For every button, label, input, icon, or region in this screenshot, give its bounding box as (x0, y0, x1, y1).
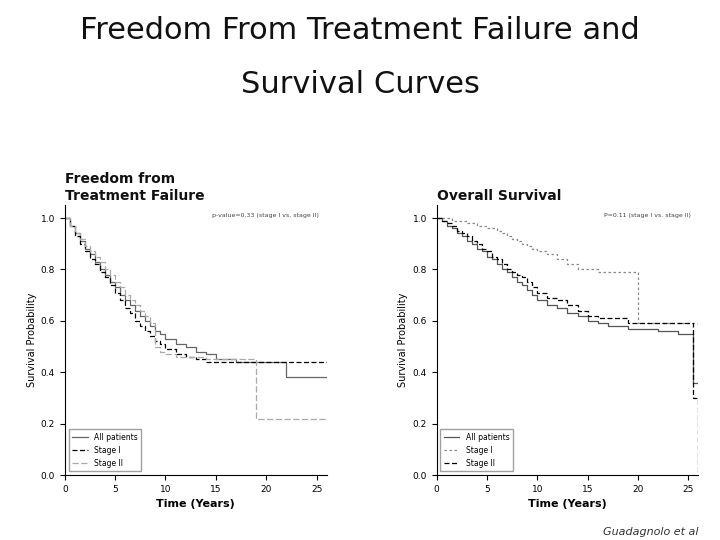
Legend: All patients, Stage I, Stage II: All patients, Stage I, Stage II (441, 429, 513, 471)
Text: Overall Survival: Overall Survival (436, 188, 561, 202)
Text: Guadagnolo et al: Guadagnolo et al (603, 527, 698, 537)
Text: p-value=0.33 (stage I vs. stage II): p-value=0.33 (stage I vs. stage II) (212, 213, 319, 218)
Text: Freedom From Treatment Failure and: Freedom From Treatment Failure and (80, 16, 640, 45)
Text: P=0.11 (stage I vs. stage II): P=0.11 (stage I vs. stage II) (603, 213, 690, 218)
Text: Survival Curves: Survival Curves (240, 70, 480, 99)
Y-axis label: Survival Probability: Survival Probability (27, 293, 37, 387)
Text: Freedom from
Treatment Failure: Freedom from Treatment Failure (65, 172, 204, 202)
X-axis label: Time (Years): Time (Years) (528, 500, 607, 509)
X-axis label: Time (Years): Time (Years) (156, 500, 235, 509)
Y-axis label: Survival Probability: Survival Probability (398, 293, 408, 387)
Legend: All patients, Stage I, Stage II: All patients, Stage I, Stage II (68, 429, 141, 471)
